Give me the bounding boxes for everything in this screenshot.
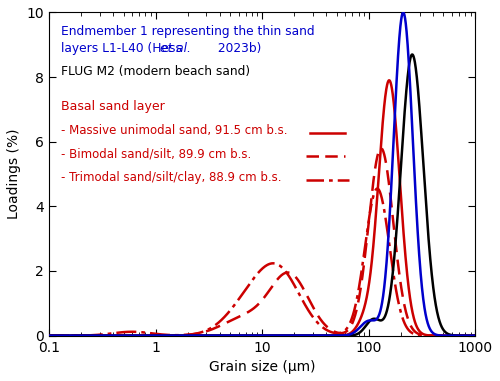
X-axis label: Grain size (μm): Grain size (μm) (209, 360, 316, 374)
Text: Basal sand layer: Basal sand layer (61, 100, 165, 113)
Text: layers L1-L40 (Hess: layers L1-L40 (Hess (61, 42, 186, 55)
Text: - Massive unimodal sand, 91.5 cm b.s.: - Massive unimodal sand, 91.5 cm b.s. (61, 124, 288, 137)
Text: et al.: et al. (160, 42, 191, 55)
Text: Endmember 1 representing the thin sand: Endmember 1 representing the thin sand (61, 25, 315, 38)
Text: FLUG M2 (modern beach sand): FLUG M2 (modern beach sand) (61, 65, 250, 78)
Text: - Bimodal sand/silt, 89.9 cm b.s.: - Bimodal sand/silt, 89.9 cm b.s. (61, 147, 252, 160)
Y-axis label: Loadings (%): Loadings (%) (7, 129, 21, 219)
Text: - Trimodal sand/silt/clay, 88.9 cm b.s.: - Trimodal sand/silt/clay, 88.9 cm b.s. (61, 171, 282, 184)
Text: 2023b): 2023b) (214, 42, 261, 55)
